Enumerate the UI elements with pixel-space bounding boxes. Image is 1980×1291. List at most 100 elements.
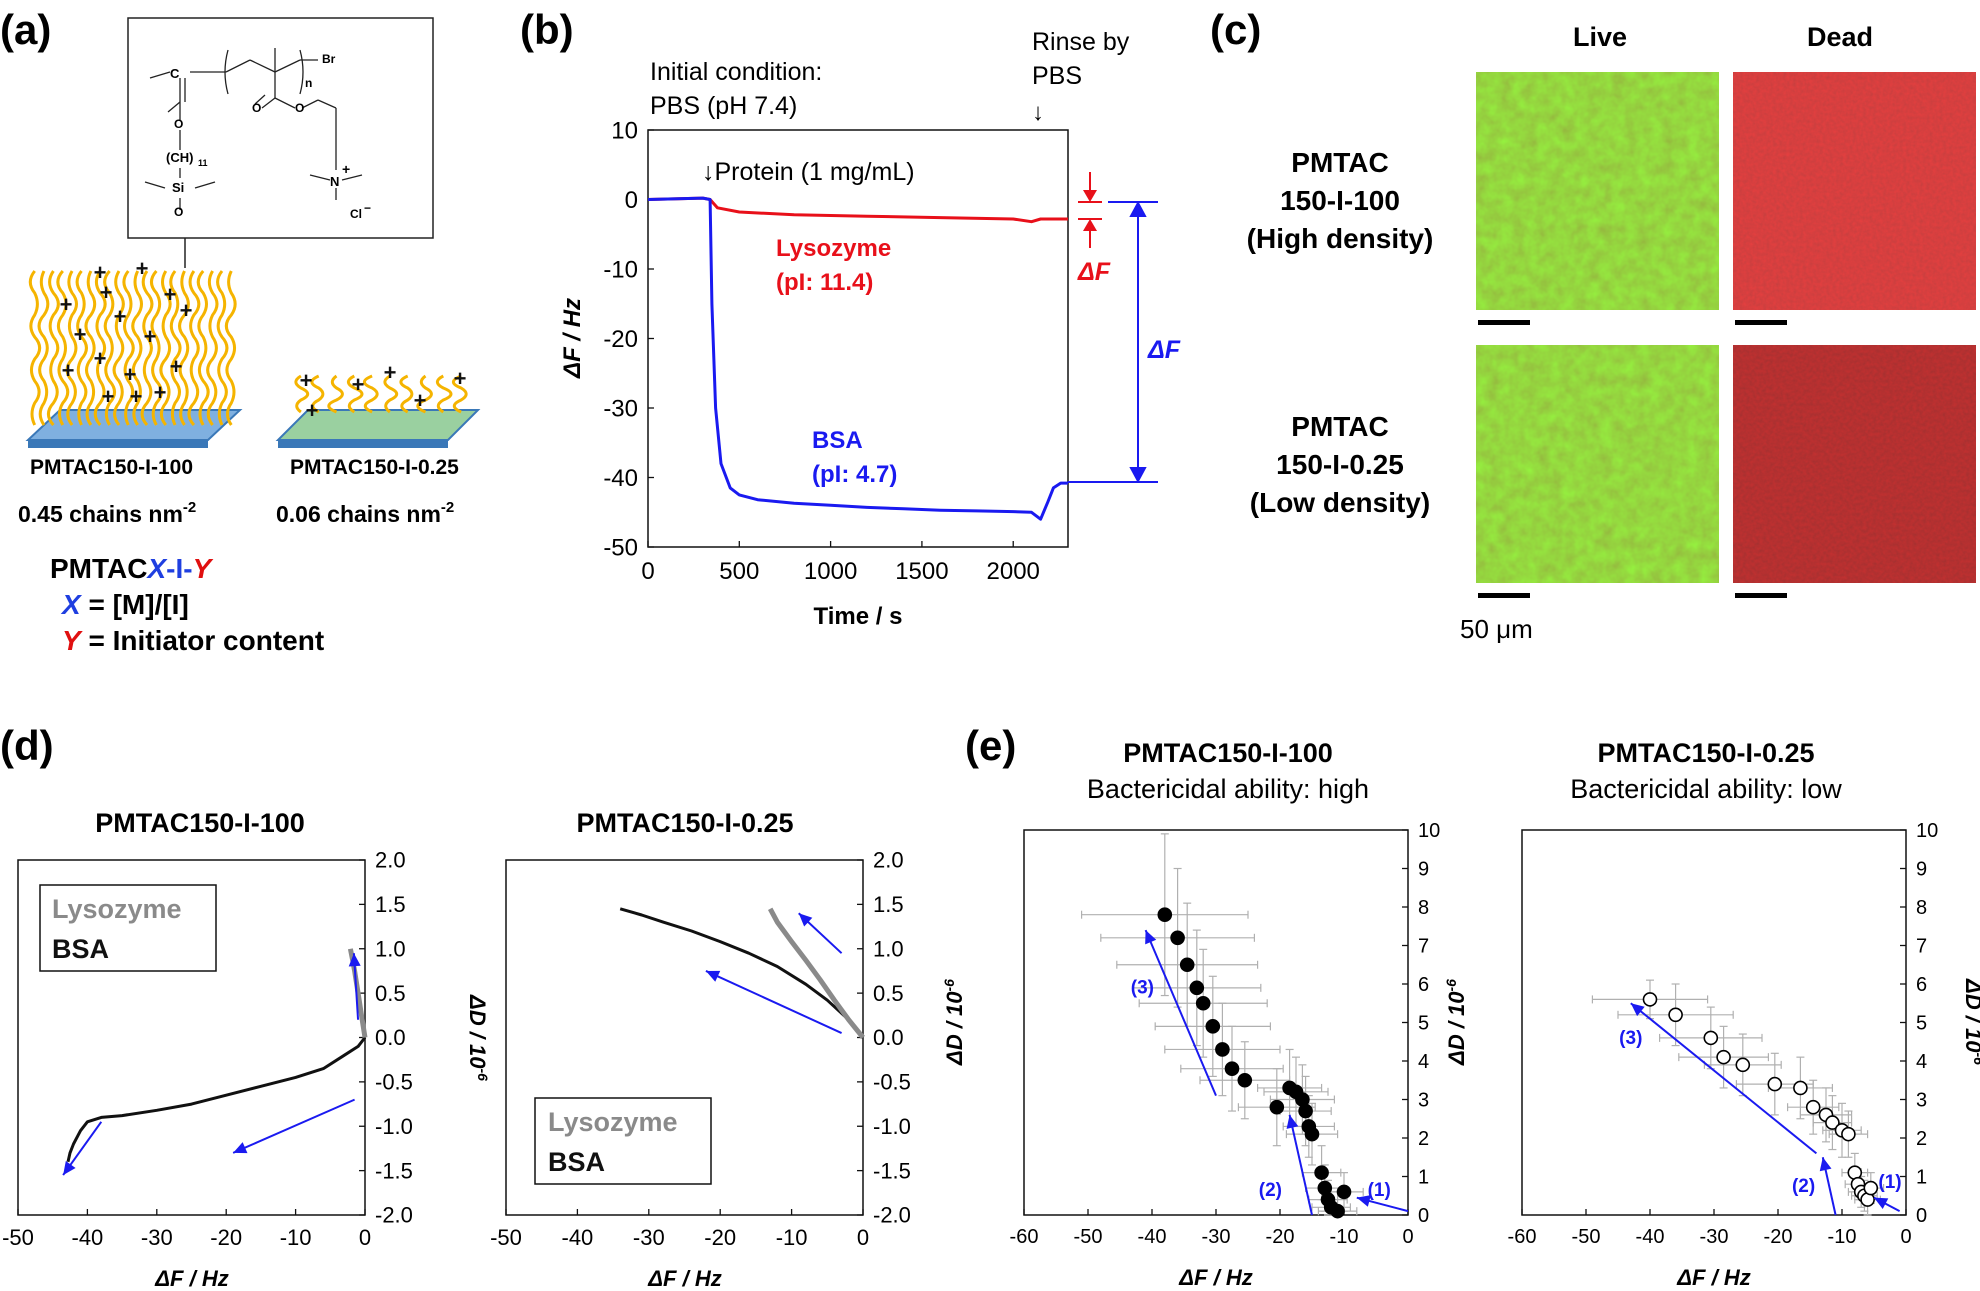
- e2-title: PMTAC150-I-0.25: [1597, 738, 1814, 768]
- charge-plus-icon: +: [74, 322, 87, 347]
- e1-y-tick-label: 5: [1418, 1013, 1429, 1035]
- c-row2-line2: 150-I-0.25: [1276, 449, 1404, 480]
- chem-n-plus: N: [330, 174, 339, 189]
- chem-o1: O: [174, 117, 183, 131]
- d2-x-tick-label: -10: [776, 1225, 808, 1250]
- e2-x-axis-label: ΔF / Hz: [1676, 1265, 1750, 1290]
- b-x-tick-label: 1500: [895, 558, 948, 585]
- c-image-dead-low: [1733, 345, 1976, 583]
- e2-stage-label-2: (2): [1792, 1176, 1815, 1197]
- polymer-chain: [46, 270, 60, 427]
- d2-y-tick-label: 1.0: [873, 936, 904, 961]
- e2-y-axis-exp: -6: [1443, 979, 1459, 992]
- e2-y-tick-label: 0: [1916, 1205, 1927, 1227]
- y-def-var: Y: [62, 625, 83, 656]
- charge-plus-icon: +: [94, 346, 107, 371]
- b-bsa-pi: (pI: 4.7): [812, 461, 897, 488]
- d2-legend-bsa: BSA: [548, 1147, 605, 1177]
- d1-trend-arrow-lysozyme-head: [348, 953, 361, 967]
- c-image-live-low: [1476, 345, 1719, 583]
- polymer-chain: [169, 270, 182, 426]
- e2-y-axis-text: ΔD / 10: [1444, 991, 1469, 1066]
- chem-o4: O: [252, 101, 261, 115]
- e1-data-point: [1237, 1072, 1253, 1088]
- d2-x-tick-label: 0: [857, 1225, 869, 1250]
- d1-x-tick-label: -30: [141, 1225, 173, 1250]
- c-image-live-high: [1476, 72, 1719, 310]
- e1-y-axis-text: ΔD / 10: [942, 991, 967, 1066]
- d1-x-tick-label: -20: [210, 1225, 242, 1250]
- d1-y-tick-label: -1.0: [375, 1114, 413, 1139]
- e1-stage-arrow-1-head: [1356, 1195, 1371, 1207]
- e1-data-point: [1170, 930, 1185, 946]
- polymer-chain: [416, 374, 433, 414]
- brush-low-label: PMTAC150-I-0.25: [290, 456, 459, 479]
- d1-y-tick-label: 1.0: [375, 936, 406, 961]
- e2-stage-arrow-1-head: [1874, 1197, 1889, 1210]
- d1-y-axis-label: ΔD / 10-6: [465, 994, 491, 1081]
- e2-data-point: [1805, 1099, 1821, 1115]
- b-x-tick-label: 2000: [987, 558, 1040, 585]
- d1-y-tick-label: -2.0: [375, 1203, 413, 1228]
- e1-data-point: [1298, 1103, 1313, 1119]
- charge-plus-icon: +: [62, 358, 75, 383]
- d1-y-tick-label: -1.5: [375, 1158, 413, 1183]
- d2-y-tick-label: 0.0: [873, 1025, 904, 1050]
- b-lysozyme-label: Lysozyme: [776, 235, 891, 262]
- e1-data-point: [1179, 957, 1195, 973]
- b-rinse-line1: Rinse by: [1032, 28, 1130, 56]
- e1-title: PMTAC150-I-100: [1123, 738, 1333, 768]
- e1-data-point: [1330, 1203, 1345, 1219]
- c-scalebar-3: [1478, 593, 1530, 598]
- d2-trend-arrow-bsa: [705, 970, 842, 1034]
- d1-y-axis-exp: -6: [475, 1069, 491, 1082]
- e1-y-tick-label: 1: [1418, 1167, 1429, 1189]
- chem-n: n: [305, 76, 312, 90]
- d1-trend-arrow-end-head: [63, 1161, 76, 1176]
- x-def-text: = [M]/[I]: [81, 589, 189, 620]
- e1-data-point: [1189, 980, 1205, 996]
- e2-x-tick-label: 0: [1900, 1226, 1911, 1248]
- e2-y-tick-label: 6: [1916, 974, 1927, 996]
- e2-data-point: [1716, 1049, 1731, 1065]
- chart-e2: PMTAC150-I-0.25 Bactericidal ability: lo…: [1443, 738, 1980, 1290]
- naming-prefix: PMTAC: [50, 553, 147, 584]
- chart-e1: PMTAC150-I-100 Bactericidal ability: hig…: [941, 738, 1440, 1290]
- d2-x-tick-label: -40: [562, 1225, 594, 1250]
- polymer-chain: [131, 270, 143, 426]
- polymer-chain: [310, 374, 325, 414]
- d2-x-tick-label: -20: [704, 1225, 736, 1250]
- e1-y-tick-label: 0: [1418, 1205, 1429, 1227]
- b-protein-annotation: ↓Protein (1 mg/mL): [702, 158, 915, 186]
- e1-stage-label-1: (1): [1368, 1180, 1391, 1201]
- d2-y-tick-label: 1.5: [873, 892, 904, 917]
- chem-minus: −: [364, 201, 371, 215]
- e1-x-tick-label: -60: [1010, 1226, 1039, 1248]
- e1-stage-arrow-3-head: [1145, 930, 1157, 945]
- brush-high-label: PMTAC150-I-100: [30, 456, 193, 479]
- e1-y-axis-label: ΔD / 10-6: [941, 979, 967, 1066]
- d2-y-tick-label: -1.5: [873, 1158, 911, 1183]
- e1-y-tick-label: 7: [1418, 936, 1429, 958]
- density-high-exp: -2: [183, 499, 196, 516]
- chemical-structure: C n Br O (CH) 11 Si O O O N + Cl −: [127, 17, 434, 268]
- e1-data-point: [1314, 1165, 1329, 1180]
- polymer-chain: [362, 374, 379, 414]
- b-y-tick-label: 10: [611, 117, 638, 144]
- chem-c: C: [170, 66, 180, 81]
- y-def-text: = Initiator content: [81, 625, 324, 656]
- e1-data-point: [1215, 1042, 1230, 1057]
- e1-data-point: [1336, 1184, 1352, 1200]
- e2-data-point: [1703, 1030, 1719, 1046]
- c-row1-line3: (High density): [1247, 223, 1434, 254]
- panel-label-b: (b): [520, 6, 574, 53]
- naming-rule: PMTACX-I-Y: [50, 553, 214, 584]
- e2-stage-arrow-3: [1630, 1002, 1818, 1155]
- charge-plus-icon: +: [180, 298, 193, 323]
- e1-data-point: [1205, 1019, 1221, 1034]
- charge-plus-icon: +: [144, 324, 157, 349]
- polymer-chain: [93, 270, 107, 427]
- polymer-chain: [216, 270, 229, 426]
- polymer-chain: [187, 270, 201, 427]
- c-scalebar-label: 50 μm: [1460, 614, 1533, 644]
